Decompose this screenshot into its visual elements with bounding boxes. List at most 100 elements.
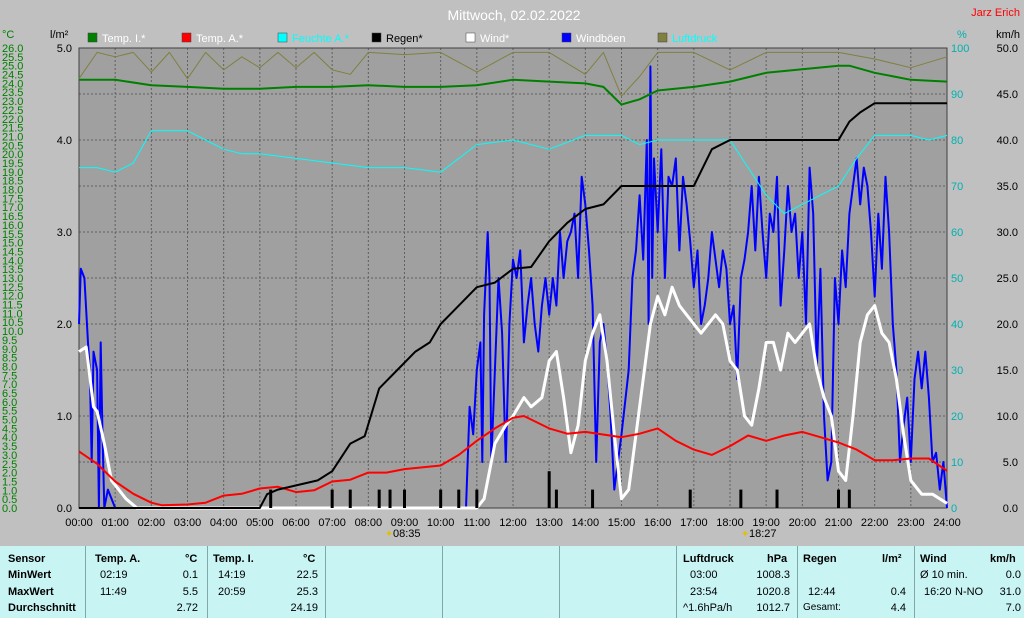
rain-tick-label: 3.0: [57, 227, 72, 239]
time-tick-label: 14:00: [572, 517, 600, 529]
rain-tick-label: 4.0: [57, 135, 72, 147]
sunset-time: 18:27: [749, 528, 777, 540]
pressure-min-time: 03:00: [690, 569, 718, 581]
row-label-min: MinWert: [8, 569, 52, 581]
pressure-trend-label: ^1.6hPa/h: [683, 602, 733, 614]
temp-a-max: 5.5: [182, 586, 198, 598]
temp-tick-label: 3.0: [2, 450, 17, 462]
time-tick-label: 03:00: [174, 517, 202, 529]
temp-tick-label: 19.5: [2, 158, 23, 170]
temp-tick-label: 9.0: [2, 344, 17, 356]
divider: [797, 546, 798, 618]
rain-bar: [388, 489, 392, 508]
sensor-header: Sensor: [8, 553, 46, 565]
temp-tick-label: 8.5: [2, 353, 17, 365]
temp-tick-label: 24.5: [2, 70, 23, 82]
legend-swatch: [465, 32, 476, 43]
legend-swatch: [277, 32, 288, 43]
legend: Temp. I.* Temp. A.* Feuchte A.* Regen* Wind*…: [87, 32, 718, 45]
rain-total-label: Gesamt:: [803, 602, 841, 613]
time-tick-label: 21:00: [825, 517, 853, 529]
temp-unit-label: °C: [2, 29, 14, 41]
time-tick-label: 16:00: [644, 517, 672, 529]
row-label-max: MaxWert: [8, 586, 54, 598]
temp-i-max: 25.3: [296, 586, 318, 598]
temp-tick-label: 18.5: [2, 176, 23, 188]
legend-label: Regen*: [386, 33, 423, 45]
weather-chart: 0.00.51.01.52.02.53.03.54.04.55.05.56.06…: [2, 7, 1020, 540]
temp-i-header: Temp. I.: [213, 553, 254, 565]
temp-tick-label: 15.5: [2, 229, 23, 241]
legend-label: Luftdruck: [672, 33, 718, 45]
rain-bar: [688, 489, 692, 508]
temp-tick-label: 17.5: [2, 193, 23, 205]
time-tick-label: 08:00: [355, 517, 383, 529]
rain-bar: [269, 489, 273, 508]
time-tick-label: 05:00: [246, 517, 274, 529]
temp-tick-label: 0.0: [2, 503, 17, 515]
temp-a-max-time: 11:49: [100, 586, 127, 598]
humidity-tick-label: 40: [951, 319, 963, 331]
humidity-tick-label: 20: [951, 411, 963, 423]
temp-tick-label: 13.0: [2, 273, 23, 285]
wind-tick-label: 20.0: [997, 319, 1018, 331]
sunset-icon: ✦: [741, 529, 749, 540]
time-tick-label: 24:00: [933, 517, 961, 529]
series-line-temp-a: [78, 415, 948, 507]
rain-tick-label: 1.0: [57, 411, 72, 423]
wind-tick-label: 45.0: [997, 89, 1018, 101]
temp-tick-label: 12.5: [2, 282, 23, 294]
stats-table: Sensor MinWert MaxWert Durchschnitt Temp…: [0, 546, 1024, 618]
rain-bar: [739, 489, 743, 508]
pressure-min: 1008.3: [756, 569, 790, 581]
legend-label: Temp. I.*: [102, 33, 146, 45]
temp-tick-label: 10.0: [2, 326, 23, 338]
divider: [559, 546, 560, 618]
sunrise-marker: ✦ 08:35: [385, 528, 421, 540]
temp-tick-label: 25.0: [2, 61, 23, 73]
time-tick-label: 11:00: [463, 517, 490, 529]
pressure-header: Luftdruck: [683, 553, 734, 565]
temp-i-max-time: 20:59: [218, 586, 246, 598]
temp-i-min: 22.5: [296, 569, 318, 581]
axis-ticks: 0.00.51.01.52.02.53.03.54.04.55.05.56.06…: [2, 43, 1018, 529]
row-label-avg: Durchschnitt: [8, 602, 76, 614]
temp-tick-label: 12.0: [2, 291, 23, 303]
wind-tick-label: 25.0: [997, 273, 1018, 285]
temp-tick-label: 5.5: [2, 406, 17, 418]
temp-tick-label: 23.5: [2, 87, 23, 99]
temp-tick-label: 15.0: [2, 238, 23, 250]
temp-tick-label: 7.0: [2, 379, 17, 391]
time-tick-label: 20:00: [789, 517, 817, 529]
temp-tick-label: 17.0: [2, 202, 23, 214]
legend-swatch: [371, 32, 382, 43]
temp-tick-label: 16.0: [2, 220, 23, 232]
temp-a-header: Temp. A.: [95, 553, 141, 565]
rain-bar: [377, 489, 381, 508]
rain-tick-label: 5.0: [57, 43, 72, 55]
sunrise-time: 08:35: [393, 528, 421, 540]
wind-min-label: Ø 10 min.: [920, 569, 968, 581]
time-tick-label: 15:00: [608, 517, 636, 529]
temp-tick-label: 8.0: [2, 361, 17, 373]
pressure-trend-value: 1012.7: [756, 602, 790, 614]
time-tick-label: 10:00: [427, 517, 455, 529]
rain-max: 0.4: [890, 586, 906, 598]
temp-tick-label: 18.0: [2, 185, 23, 197]
wind-tick-label: 0.0: [1003, 503, 1018, 515]
rain-bar: [547, 471, 551, 508]
rain-bar: [837, 489, 840, 508]
divider: [207, 546, 208, 618]
humidity-tick-label: 50: [951, 273, 963, 285]
rain-tick-label: 0.0: [57, 503, 72, 515]
temp-tick-label: 11.0: [2, 308, 23, 320]
temp-tick-label: 11.5: [2, 300, 23, 312]
author-label: Jarz Erich: [971, 7, 1020, 19]
temp-tick-label: 26.0: [2, 43, 23, 55]
wind-min: 0.0: [1005, 569, 1021, 581]
temp-tick-label: 6.0: [2, 397, 17, 409]
temp-tick-label: 22.0: [2, 114, 23, 126]
rain-bar: [330, 489, 334, 508]
humidity-tick-label: 0: [951, 503, 957, 515]
rain-tick-label: 2.0: [57, 319, 72, 331]
